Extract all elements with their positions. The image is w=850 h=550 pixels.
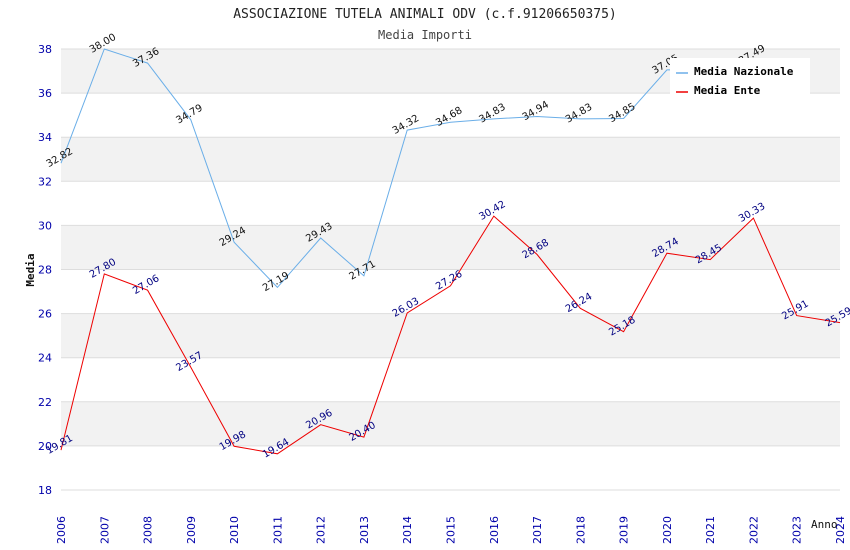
grid-lines	[61, 48, 840, 491]
y-tick-label: 22	[38, 396, 52, 409]
data-label: 19.81	[45, 433, 75, 457]
data-label: 30.42	[477, 199, 507, 223]
series-line-ente	[60, 215, 841, 455]
y-tick-label: 38	[38, 43, 52, 56]
y-tick-label: 32	[38, 175, 52, 188]
x-tick-label: 2011	[271, 516, 284, 544]
data-label: 34.85	[607, 101, 637, 125]
band-24	[61, 313, 840, 358]
data-label: 34.83	[564, 102, 594, 126]
x-tick-label: 2016	[488, 516, 501, 544]
x-tick-label: 2024	[834, 516, 847, 544]
series-lines	[60, 48, 841, 455]
x-tick-label: 2006	[55, 516, 68, 544]
x-tick-label: 2012	[315, 516, 328, 544]
data-label: 34.79	[174, 103, 204, 127]
chart-title: ASSOCIAZIONE TUTELA ANIMALI ODV (c.f.912…	[233, 7, 617, 22]
x-tick-label: 2007	[98, 516, 111, 544]
legend-box	[670, 58, 810, 96]
x-tick-label: 2017	[531, 516, 544, 544]
y-tick-label: 26	[38, 308, 52, 321]
background-bands	[61, 49, 840, 446]
x-tick-label: 2023	[791, 516, 804, 544]
y-tick-label: 18	[38, 484, 52, 497]
data-label: 26.24	[564, 291, 594, 315]
band-32	[61, 137, 840, 182]
x-tick-label: 2019	[618, 516, 631, 544]
x-axis-label: Anno	[811, 518, 838, 531]
data-label: 34.83	[477, 102, 507, 126]
x-tick-label: 2008	[142, 516, 155, 544]
series-line-nazionale	[60, 48, 754, 289]
y-tick-label: 24	[38, 352, 52, 365]
y-tick-label: 36	[38, 87, 52, 100]
x-tick-label: 2014	[401, 516, 414, 544]
x-tick-label: 2020	[661, 516, 674, 544]
chart-subtitle: Media Importi	[378, 28, 472, 42]
data-label: 27.26	[434, 269, 464, 293]
y-tick-label: 20	[38, 440, 52, 453]
y-axis-label: Media	[24, 253, 37, 286]
data-label: 34.68	[434, 105, 464, 129]
x-tick-label: 2010	[228, 516, 241, 544]
y-tick-label: 34	[38, 131, 52, 144]
x-tick-label: 2013	[358, 516, 371, 544]
band-20	[61, 401, 840, 446]
legend-label-ente: Media Ente	[694, 84, 761, 97]
data-label: 30.33	[737, 201, 767, 225]
x-tick-label: 2018	[574, 516, 587, 544]
legend: Media Nazionale Media Ente	[670, 58, 810, 97]
y-axis-ticks: 18 20 22 24 26 28 30 32 34 36 38	[38, 43, 52, 497]
x-tick-label: 2022	[747, 516, 760, 544]
x-axis-ticks: 2006 2007 2008 2009 2010 2011 2012 2013 2014 2015…	[55, 516, 847, 544]
x-tick-label: 2021	[704, 516, 717, 544]
data-label: 34.94	[521, 99, 551, 123]
legend-label-nazionale: Media Nazionale	[694, 65, 794, 78]
y-tick-label: 28	[38, 264, 52, 277]
data-label: 27.06	[131, 273, 161, 297]
y-tick-label: 30	[38, 219, 52, 232]
x-tick-label: 2009	[185, 516, 198, 544]
x-tick-label: 2015	[445, 516, 458, 544]
band-28	[61, 225, 840, 270]
data-label: 27.19	[261, 270, 291, 294]
